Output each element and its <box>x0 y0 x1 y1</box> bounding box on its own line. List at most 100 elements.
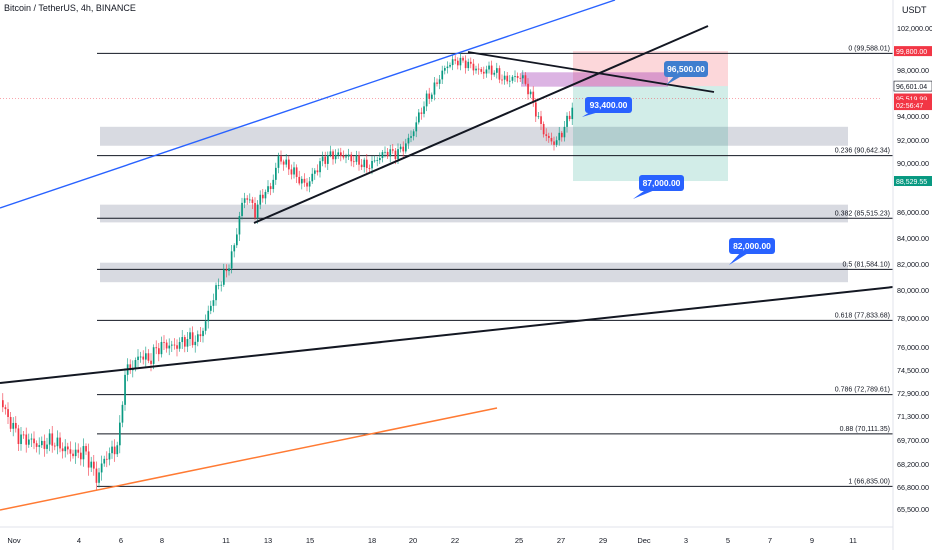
candle-70 <box>184 334 186 353</box>
candle-body <box>199 334 202 337</box>
candle-body <box>379 158 381 161</box>
candle-body <box>425 93 428 107</box>
candle-body <box>72 453 74 457</box>
candle-107 <box>280 150 282 165</box>
candle-94 <box>246 195 249 205</box>
candle-36 <box>95 461 98 490</box>
candle-body <box>142 356 145 360</box>
candle-81 <box>212 293 215 313</box>
candle-45 <box>119 415 121 454</box>
candle-196 <box>511 74 514 84</box>
candle-body <box>540 116 542 124</box>
fib-label-7: 1 (66,835.00) <box>848 478 890 485</box>
candle-body <box>191 332 194 346</box>
y-tick-label-2: 98,000.00 <box>897 66 929 75</box>
candle-120 <box>314 168 316 180</box>
candle-body <box>43 440 46 449</box>
candle-173 <box>451 54 454 71</box>
fib-label-5: 0.786 (72,789.61) <box>835 387 890 394</box>
candle-body <box>410 136 412 138</box>
candle-174 <box>454 55 457 65</box>
candle-14 <box>38 437 41 455</box>
x-tick-label-16: 7 <box>768 536 772 545</box>
candle-82 <box>215 282 217 306</box>
candle-145 <box>379 152 381 165</box>
candle-49 <box>129 359 132 374</box>
candle-23 <box>61 442 64 459</box>
candle-28 <box>74 442 77 464</box>
candle-61 <box>160 336 163 358</box>
candle-214 <box>558 126 561 146</box>
candle-92 <box>241 197 243 220</box>
candle-203 <box>529 89 532 99</box>
candle-112 <box>293 161 295 179</box>
candle-121 <box>316 164 319 176</box>
candle-body <box>262 194 264 199</box>
x-tick-label-0: Nov <box>7 536 21 545</box>
candle-217 <box>566 112 568 133</box>
candle-body <box>288 159 290 170</box>
candle-body <box>298 176 301 184</box>
candle-141 <box>368 164 371 173</box>
candle-body <box>4 407 7 410</box>
candle-178 <box>464 55 467 74</box>
candle-body <box>392 149 394 151</box>
y-tick-label-13: 72,900.00 <box>897 389 929 398</box>
candle-44 <box>116 441 119 458</box>
y-tick-label-16: 68,200.00 <box>897 460 929 469</box>
candle-86 <box>225 264 228 278</box>
candle-43 <box>113 439 116 462</box>
candle-62 <box>163 335 165 350</box>
candle-209 <box>545 128 548 142</box>
candle-body <box>2 400 4 408</box>
candle-162 <box>423 101 425 118</box>
candle-body <box>35 443 38 447</box>
candle-122 <box>319 157 321 178</box>
candle-202 <box>527 78 529 100</box>
candle-body <box>246 198 249 200</box>
candle-99 <box>259 190 262 210</box>
candle-body <box>433 82 436 95</box>
candle-98 <box>256 200 259 224</box>
candle-body <box>342 155 345 158</box>
candle-body <box>46 444 48 449</box>
candle-body <box>321 156 324 162</box>
candle-126 <box>329 145 332 158</box>
candle-body <box>529 91 532 95</box>
candle-body <box>178 342 181 349</box>
candle-body <box>204 321 207 331</box>
candle-85 <box>223 263 225 287</box>
candle-body <box>267 186 269 192</box>
x-tick-label-13: Dec <box>637 536 651 545</box>
candle-body <box>85 446 87 452</box>
candle-101 <box>264 189 267 205</box>
candle-body <box>532 91 535 103</box>
candle-body <box>119 422 121 446</box>
candle-176 <box>459 52 462 71</box>
candle-body <box>496 68 498 73</box>
candle-60 <box>158 342 160 362</box>
x-tick-label-2: 6 <box>119 536 123 545</box>
candle-116 <box>303 173 306 187</box>
candle-52 <box>137 349 139 367</box>
y-tick-label-10: 78,000.00 <box>897 314 929 323</box>
candle-179 <box>467 58 470 72</box>
candle-body <box>397 149 399 160</box>
candle-148 <box>386 147 389 159</box>
candle-158 <box>412 129 415 141</box>
candle-body <box>493 72 496 75</box>
candle-body <box>329 151 332 155</box>
candle-body <box>171 344 173 346</box>
candle-184 <box>480 67 483 75</box>
candle-139 <box>363 157 366 173</box>
x-tick-label-15: 5 <box>726 536 730 545</box>
candle-46 <box>121 401 124 428</box>
candle-body <box>7 409 9 417</box>
candle-body <box>457 60 459 66</box>
candle-138 <box>360 159 363 170</box>
candle-186 <box>485 65 488 78</box>
candle-77 <box>202 327 204 343</box>
candle-body <box>93 461 95 469</box>
candle-125 <box>327 151 329 170</box>
